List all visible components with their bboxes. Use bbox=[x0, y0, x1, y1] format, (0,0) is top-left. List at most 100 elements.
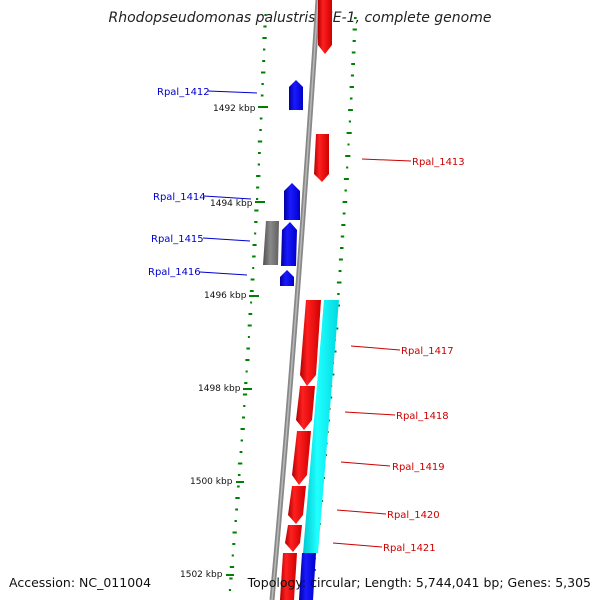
gc-tick bbox=[229, 566, 235, 568]
scale-label: 1494 kbp bbox=[210, 199, 253, 209]
accession-text: Accession: NC_011004 bbox=[9, 575, 152, 590]
gc-tick bbox=[237, 462, 243, 465]
scale-label: 1498 kbp bbox=[198, 384, 241, 394]
gene-label-rpal-1420[interactable]: Rpal_1420 bbox=[387, 510, 440, 521]
gene-label-rpal-1416[interactable]: Rpal_1416 bbox=[148, 267, 201, 278]
gc-tick bbox=[237, 485, 240, 488]
gc-tick bbox=[261, 83, 264, 85]
gc-tick bbox=[232, 543, 236, 545]
rna-feature[interactable] bbox=[303, 300, 339, 553]
gc-tick bbox=[252, 255, 256, 258]
gc-tick bbox=[338, 258, 343, 261]
gc-tick bbox=[245, 370, 248, 373]
gc-tick bbox=[348, 109, 353, 111]
gene-arrow-rpal-1415[interactable] bbox=[281, 222, 297, 266]
gene-arrow-rpal-1417[interactable] bbox=[300, 300, 321, 386]
gc-tick bbox=[342, 212, 346, 215]
gc-tick bbox=[351, 51, 356, 54]
gene-label-rpal-1421[interactable]: Rpal_1421 bbox=[383, 543, 436, 554]
gc-tick bbox=[242, 416, 245, 419]
gc-tick bbox=[257, 140, 263, 143]
gc-tick bbox=[259, 129, 262, 131]
gc-tick bbox=[228, 589, 231, 591]
gc-tick bbox=[344, 189, 347, 192]
gene-arrow-rpal-1419[interactable] bbox=[292, 431, 311, 485]
map-title: Rhodopseudomonas palustris TIE-1, comple… bbox=[108, 10, 492, 26]
gc-tick bbox=[349, 97, 353, 100]
feature-track bbox=[263, 0, 339, 600]
gc-tick bbox=[350, 74, 354, 77]
scale-label: 1502 kbp bbox=[180, 570, 223, 580]
gene-arrow-rpal-1414[interactable] bbox=[284, 183, 300, 220]
gene-arrow-rpal-1412[interactable] bbox=[289, 80, 303, 110]
leader-lines bbox=[199, 90, 412, 548]
gene-arrow-top[interactable] bbox=[318, 0, 332, 54]
gc-tick bbox=[347, 143, 350, 146]
gc-tick bbox=[260, 94, 264, 97]
gene-arrow-rpal-1413[interactable] bbox=[314, 134, 329, 182]
gc-tick bbox=[259, 117, 263, 120]
gc-tick bbox=[244, 382, 248, 384]
gc-tick bbox=[258, 152, 261, 154]
gc-tick bbox=[250, 301, 253, 304]
gc-tick bbox=[349, 86, 354, 88]
gene-arrow-rpal-1418[interactable] bbox=[296, 386, 315, 430]
gc-tick bbox=[254, 209, 259, 212]
gene-label-rpal-1413[interactable]: Rpal_1413 bbox=[412, 157, 465, 168]
gc-tick bbox=[337, 293, 340, 295]
gc-tick bbox=[354, 17, 357, 19]
gc-tick bbox=[351, 63, 355, 65]
gene-arrow-rpal-1421[interactable] bbox=[285, 525, 302, 552]
gene-arrow-bottom-blue[interactable] bbox=[299, 553, 316, 600]
gc-tick bbox=[242, 393, 248, 396]
gene-arrow-bottom-red[interactable] bbox=[280, 553, 297, 600]
other-feature[interactable] bbox=[263, 221, 279, 265]
gc-tick bbox=[348, 120, 351, 123]
gene-arrow-rpal-1420[interactable] bbox=[288, 486, 306, 524]
gc-tick bbox=[245, 359, 250, 361]
gc-tick bbox=[352, 40, 356, 42]
gene-label-rpal-1412[interactable]: Rpal_1412 bbox=[157, 87, 210, 98]
gc-tick bbox=[343, 178, 349, 180]
gene-label-rpal-1419[interactable]: Rpal_1419 bbox=[392, 462, 445, 473]
gc-tick bbox=[237, 474, 241, 476]
gc-tick bbox=[256, 175, 261, 177]
gc-tick bbox=[254, 221, 258, 223]
scale-label: 1496 kbp bbox=[204, 291, 247, 301]
gc-tick bbox=[345, 155, 351, 157]
gc-tick bbox=[336, 281, 342, 284]
gc-tick bbox=[234, 520, 237, 522]
gc-tick bbox=[229, 577, 233, 580]
gc-tick bbox=[240, 439, 243, 442]
gc-tick bbox=[264, 14, 267, 16]
gc-tick bbox=[262, 60, 266, 62]
gc-tick bbox=[232, 531, 237, 534]
genome-summary-text: Topology: circular; Length: 5,744,041 bp… bbox=[247, 575, 591, 590]
gc-tick bbox=[250, 278, 255, 281]
gc-tick bbox=[352, 28, 357, 31]
gc-tick bbox=[257, 163, 260, 166]
gc-tick bbox=[254, 232, 257, 235]
scale-label: 1492 kbp bbox=[213, 104, 256, 114]
gc-tick bbox=[256, 198, 259, 200]
gc-tick bbox=[243, 405, 246, 407]
gc-tick bbox=[240, 428, 245, 430]
gc-tick bbox=[340, 235, 345, 238]
gc-tick bbox=[263, 48, 266, 51]
gc-tick bbox=[246, 347, 250, 350]
gc-tick bbox=[247, 336, 250, 338]
scale-label: 1500 kbp bbox=[190, 477, 233, 487]
gc-tick bbox=[235, 508, 238, 511]
gene-label-rpal-1414[interactable]: Rpal_1414 bbox=[153, 192, 206, 203]
gc-skew-track-left bbox=[228, 14, 267, 591]
gene-arrow-rpal-1416[interactable] bbox=[280, 270, 294, 286]
gc-tick bbox=[261, 71, 266, 74]
gc-tick bbox=[248, 313, 253, 315]
gc-tick bbox=[341, 224, 346, 226]
gc-tick bbox=[235, 497, 240, 499]
gene-label-rpal-1415[interactable]: Rpal_1415 bbox=[151, 234, 204, 245]
gene-label-rpal-1417[interactable]: Rpal_1417 bbox=[401, 346, 454, 357]
gene-label-rpal-1418[interactable]: Rpal_1418 bbox=[396, 411, 449, 422]
gc-tick bbox=[256, 186, 260, 189]
